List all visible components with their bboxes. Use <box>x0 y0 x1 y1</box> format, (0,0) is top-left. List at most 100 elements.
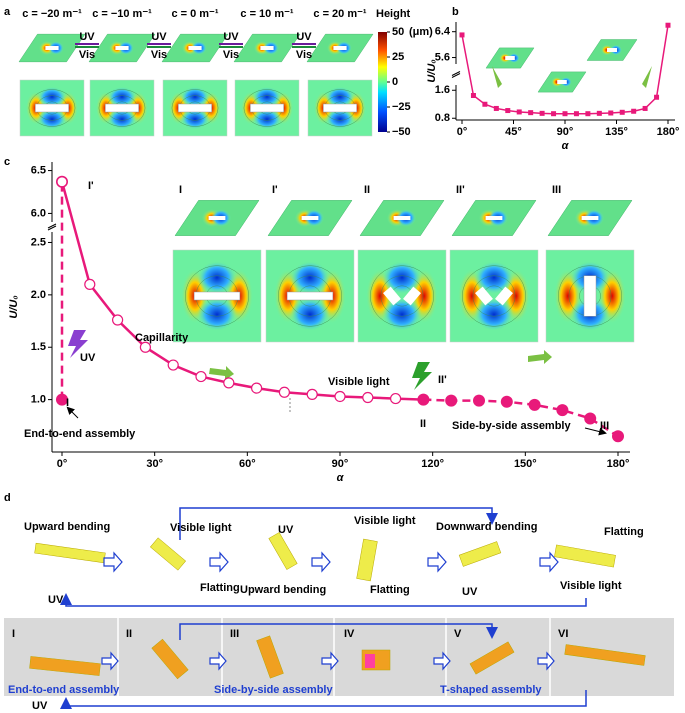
assembly-label: T-shaped assembly <box>440 684 542 696</box>
marker <box>631 108 637 114</box>
decoration <box>180 86 210 107</box>
inset-label: I <box>179 184 182 196</box>
marker <box>459 32 465 38</box>
stage-label: III <box>230 628 239 640</box>
decoration <box>642 66 652 88</box>
switch-label: Vis <box>296 49 312 61</box>
y-tick-label: 0.8 <box>435 112 450 124</box>
colorbar-title: Height <box>376 8 411 20</box>
decoration <box>250 103 284 113</box>
decoration <box>380 275 424 317</box>
column-label: c = −20 m⁻¹ <box>22 8 82 20</box>
y-tick-label: 6.5 <box>31 164 46 176</box>
inset-label: II <box>364 184 370 196</box>
decoration <box>171 89 219 127</box>
decoration <box>499 52 511 64</box>
decoration <box>382 297 422 331</box>
decoration <box>539 551 559 573</box>
decoration <box>252 86 282 107</box>
row1-label: Downward bending <box>436 521 537 533</box>
x-axis-label: α <box>337 472 345 484</box>
annotation: I <box>66 397 69 409</box>
decoration <box>325 109 355 130</box>
switch-label: UV <box>223 31 239 43</box>
annotation: Visible light <box>328 376 390 388</box>
marker <box>654 94 660 100</box>
marker <box>84 278 96 290</box>
decoration <box>179 507 498 540</box>
decoration <box>584 427 607 436</box>
decoration <box>179 623 498 640</box>
marker <box>608 110 614 116</box>
y-tick-label: 2.0 <box>31 289 46 301</box>
decoration <box>403 286 421 306</box>
decoration <box>47 225 57 231</box>
colorbar-tick-label: 50 <box>392 26 404 38</box>
stage-label: IV <box>344 628 355 640</box>
decoration <box>462 265 526 327</box>
y-tick-label: 5.6 <box>435 51 450 63</box>
panel-label: b <box>452 6 459 18</box>
annotation: III <box>600 420 609 432</box>
decoration <box>365 654 375 668</box>
decoration <box>505 56 515 60</box>
panel-label: c <box>4 156 10 168</box>
marker <box>493 105 499 111</box>
stage-label: V <box>454 628 462 640</box>
decoration <box>356 538 378 582</box>
decoration <box>28 89 76 127</box>
decoration <box>311 551 331 573</box>
decoration <box>252 109 282 130</box>
y-tick-label: 2.5 <box>31 236 46 248</box>
decoration <box>321 651 339 671</box>
marker <box>362 391 374 404</box>
decoration <box>290 297 330 331</box>
marker <box>596 110 602 116</box>
x-tick-label: 30° <box>146 458 163 470</box>
x-tick-label: 90° <box>332 458 349 470</box>
colorbar-tick-label: 25 <box>392 51 404 63</box>
colorbar-unit: (μm) <box>409 26 433 38</box>
decoration <box>370 265 434 327</box>
decoration <box>537 651 555 671</box>
decoration <box>208 216 226 220</box>
decoration <box>37 86 67 107</box>
decoration <box>68 330 88 358</box>
colorbar <box>378 32 387 132</box>
row1-label: Upward bending <box>24 521 110 533</box>
panel-label: a <box>4 6 11 18</box>
marker <box>195 370 207 383</box>
marker <box>473 394 485 407</box>
marker <box>585 111 591 117</box>
x-axis-label: α <box>562 140 570 152</box>
decoration <box>209 366 234 380</box>
decoration <box>193 291 241 301</box>
marker <box>445 394 458 407</box>
marker <box>223 377 235 389</box>
assembly-label: Side-by-side assembly <box>214 684 333 696</box>
decoration <box>286 291 334 301</box>
decoration <box>474 261 514 295</box>
marker <box>417 393 430 406</box>
marker <box>139 341 151 353</box>
decoration <box>197 297 237 331</box>
decoration <box>433 651 451 671</box>
marker <box>111 314 124 326</box>
decoration <box>495 286 513 306</box>
annotation: UV <box>80 352 96 364</box>
decoration <box>474 297 514 331</box>
decoration <box>485 216 503 220</box>
marker <box>516 109 522 115</box>
annotation: II <box>420 418 426 430</box>
decoration <box>188 46 202 50</box>
colorbar-tick-label: −50 <box>392 126 411 138</box>
colorbar-tick-label: −25 <box>392 101 411 113</box>
decoration <box>278 265 342 327</box>
decoration <box>98 89 146 127</box>
decoration <box>583 275 597 317</box>
x-tick-label: 0° <box>457 126 468 138</box>
decoration <box>301 216 319 220</box>
marker <box>612 430 624 443</box>
annotation: Capillarity <box>135 332 189 344</box>
y-tick-label: 1.5 <box>31 341 46 353</box>
